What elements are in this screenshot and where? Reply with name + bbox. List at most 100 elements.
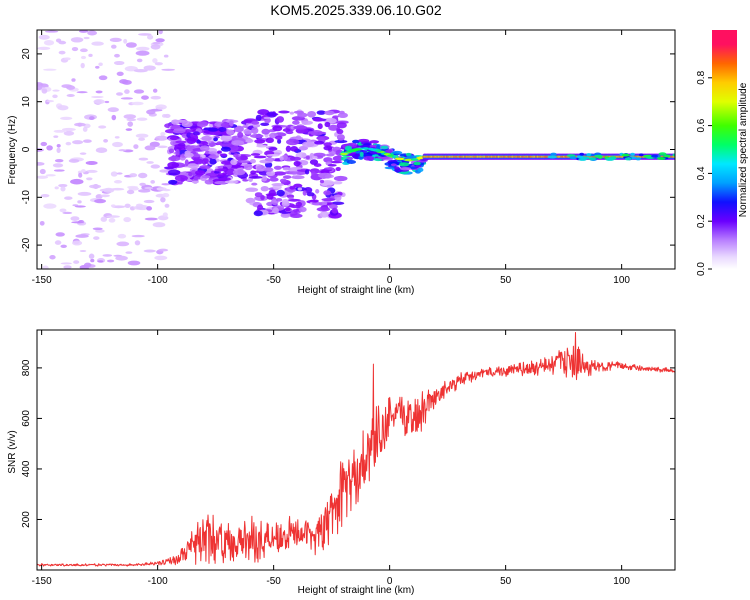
spectrogram-blob [155, 38, 165, 43]
spectrogram-blob [127, 121, 134, 127]
spectrogram-blob [250, 153, 261, 156]
spectrogram-blob [293, 125, 308, 130]
spectrogram-blob [317, 123, 323, 130]
spectrogram-blob [74, 122, 86, 127]
spectrogram-blob [392, 150, 403, 155]
spectrogram-blob [131, 234, 145, 238]
spectrogram-blob [268, 146, 278, 151]
spectrogram-blob [146, 109, 156, 115]
spectrogram-blob [103, 187, 115, 193]
spectrogram-blob [55, 232, 65, 237]
spectrogram-blob [263, 116, 271, 120]
spectrogram-blob [594, 154, 603, 158]
spectrogram-blob [335, 166, 341, 172]
spectrogram-blob [175, 140, 187, 144]
spectrogram-blob [387, 154, 394, 157]
spectrogram-blob [58, 40, 67, 45]
spectrogram-blob [209, 158, 217, 165]
spectrogram-blob [112, 141, 123, 148]
spectrogram-blob [320, 169, 330, 174]
spectrogram-blob [226, 129, 235, 136]
spectrogram-blob [229, 165, 243, 168]
spectrogram-blob [323, 117, 337, 124]
spectrogram-blob [161, 183, 171, 186]
spectrogram-blob [70, 37, 84, 43]
colorbar-gradient [712, 30, 737, 269]
spectrogram-blob [54, 240, 62, 245]
spectrogram-blob [220, 146, 231, 152]
spectrogram-blob [53, 135, 59, 138]
spectrogram-blob [91, 41, 104, 46]
spectrogram-blob [46, 99, 55, 103]
spectrogram-blob [180, 153, 186, 158]
spectrogram-blob [204, 150, 210, 155]
spectrogram-blob [196, 139, 201, 144]
spectrogram-blob [220, 160, 234, 165]
spectrogram-blob [143, 65, 156, 71]
spectrogram-blob [116, 241, 130, 247]
spectrogram-blob [224, 180, 239, 184]
x-tick-label: -150 [32, 275, 52, 286]
spectrogram-blob [251, 182, 258, 186]
spectrogram-blob [162, 188, 171, 192]
snr-frame [36, 329, 676, 571]
spectrogram-blob [49, 254, 56, 260]
spectrogram-blob [150, 164, 161, 169]
spectrogram-blob [333, 175, 348, 182]
spectrogram-blob [217, 168, 227, 172]
spectrogram-blob [305, 155, 310, 160]
spectrogram-blob [85, 160, 98, 166]
spectrogram-blob [154, 62, 163, 66]
spectrogram-blob [231, 140, 245, 146]
spectrogram-blob [147, 34, 154, 40]
spectrogram-blob [159, 169, 169, 173]
spectrogram-blob [304, 169, 310, 175]
spectrogram-blob [167, 169, 181, 176]
spectrogram-blob [64, 196, 73, 200]
spectrogram-blob [125, 251, 133, 254]
spectrogram-blob [398, 162, 410, 167]
colorbar-ticks: 0.0 0.2 0.4 0.6 0.8 [696, 70, 712, 276]
spectrogram-blob [621, 153, 630, 157]
spectrogram-blob [624, 157, 632, 161]
spectrogram-blob [266, 111, 277, 118]
spectrogram-blob [302, 190, 307, 196]
spectrogram-blob [177, 181, 183, 185]
x-tick-label: -50 [266, 275, 281, 286]
spectrogram-blob [90, 258, 95, 263]
spectrogram-blob [651, 154, 658, 158]
spectrogram-blob [289, 111, 295, 115]
spectrogram-blob [106, 215, 120, 218]
spectrogram-blob [45, 174, 56, 177]
spectrogram-blob [243, 163, 253, 171]
spectrogram-blob [315, 189, 320, 194]
spectrogram-blob [181, 121, 193, 128]
spectrogram-blob [52, 89, 60, 92]
x-tick-label: -50 [266, 576, 281, 587]
spectrogram-blob [272, 207, 279, 214]
colorbar-label: Normalized spectral amplitude [738, 82, 749, 217]
spectrogram-blob [254, 192, 263, 198]
y-tick-label: 600 [21, 410, 32, 427]
spectrogram-blob [133, 89, 145, 94]
spectrogram-blob [43, 68, 57, 71]
spectrogram-blob [168, 156, 181, 162]
spectrogram-blob [324, 167, 335, 170]
spectrogram-blob [63, 265, 72, 269]
spectrogram-blob [275, 197, 283, 202]
spectrogram-blob [309, 199, 319, 203]
spectrogram-blob [282, 175, 292, 179]
spectrogram-blob [160, 131, 166, 137]
spectrogram-blob [56, 144, 61, 148]
spectrogram-blob [150, 95, 162, 100]
spectrogram-blob [311, 201, 323, 206]
spectrogram-blob [144, 186, 154, 190]
spectrogram-blob [37, 162, 45, 165]
spectrogram-blob [168, 179, 178, 185]
spectrogram-blob [162, 193, 170, 198]
spectrogram-blob [638, 153, 644, 157]
spectrogram-blob [116, 71, 124, 77]
spectrogram-blob [256, 165, 266, 172]
spectrogram-blob [266, 154, 280, 157]
spectrogram-blob [113, 60, 125, 66]
